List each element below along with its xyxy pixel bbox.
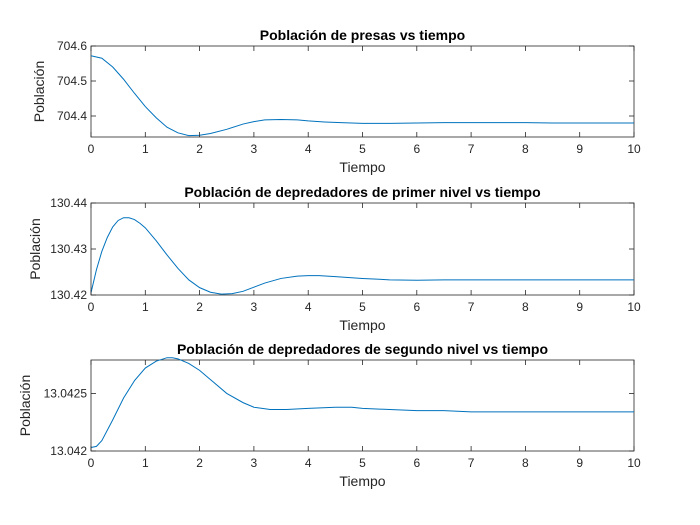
y-tick-label: 130.43 (50, 242, 87, 256)
x-tick-label: 5 (359, 142, 366, 156)
x-tick-label: 3 (251, 142, 258, 156)
chart-title: Población de presas vs tiempo (260, 27, 465, 43)
series-line (90, 217, 634, 295)
x-tick-label: 7 (468, 300, 475, 314)
x-tick-label: 8 (522, 142, 529, 156)
x-tick-label: 1 (142, 142, 149, 156)
plot-area (90, 359, 635, 452)
x-tick-label: 8 (522, 300, 529, 314)
x-tick-label: 4 (305, 456, 312, 470)
prey-population-chart: 0 1 2 3 4 5 6 7 8 9 10 704.4 704.5 704.6 Población de … (31, 27, 641, 175)
x-tick-label: 4 (305, 142, 312, 156)
x-tick-label: 5 (359, 300, 366, 314)
x-axis-label: Tiempo (339, 317, 385, 333)
x-tick-label: 6 (413, 456, 420, 470)
x-axis-label: Tiempo (339, 159, 385, 175)
series-line (90, 55, 634, 137)
x-tick-label: 2 (196, 456, 203, 470)
x-tick-label: 9 (576, 142, 583, 156)
second-level-predator-chart: 0 1 2 3 4 5 6 7 8 9 10 13.042 13.0425 Población de de… (17, 341, 641, 489)
x-tick-label: 10 (627, 456, 641, 470)
x-tick-label: 6 (413, 142, 420, 156)
y-tick-label: 13.042 (50, 444, 87, 458)
x-tick-label: 10 (627, 300, 641, 314)
x-tick-label: 7 (468, 456, 475, 470)
chart-title: Población de depredadores de primer nive… (184, 184, 540, 200)
y-tick-label: 13.0425 (44, 386, 88, 400)
x-tick-label: 0 (88, 142, 95, 156)
x-tick-label: 3 (251, 456, 258, 470)
y-tick-label: 704.5 (57, 74, 87, 88)
y-axis-label: Población (17, 375, 33, 437)
x-axis-label: Tiempo (339, 473, 385, 489)
x-tick-label: 0 (88, 456, 95, 470)
plot-area (90, 45, 635, 138)
y-tick-label: 130.42 (50, 288, 87, 302)
x-tick-label: 1 (142, 456, 149, 470)
x-tick-label: 0 (88, 300, 95, 314)
y-tick-label: 704.6 (57, 39, 87, 53)
x-tick-label: 9 (576, 300, 583, 314)
chart-title: Población de depredadores de segundo niv… (177, 341, 548, 357)
x-tick-label: 7 (468, 142, 475, 156)
y-tick-label: 704.4 (57, 109, 87, 123)
x-tick-label: 1 (142, 300, 149, 314)
x-tick-label: 3 (251, 300, 258, 314)
x-tick-label: 2 (196, 300, 203, 314)
first-level-predator-chart: 0 1 2 3 4 5 6 7 8 9 10 130.42 130.43 130.44 Población … (27, 184, 641, 333)
x-tick-label: 10 (627, 142, 641, 156)
series-line (90, 357, 634, 449)
plot-area (90, 202, 635, 296)
y-axis-label: Población (27, 218, 43, 280)
x-tick-label: 6 (413, 300, 420, 314)
x-tick-label: 5 (359, 456, 366, 470)
x-tick-label: 2 (196, 142, 203, 156)
y-axis-label: Población (31, 61, 47, 123)
x-tick-label: 4 (305, 300, 312, 314)
x-tick-label: 8 (522, 456, 529, 470)
y-tick-label: 130.44 (50, 196, 87, 210)
x-tick-label: 9 (576, 456, 583, 470)
